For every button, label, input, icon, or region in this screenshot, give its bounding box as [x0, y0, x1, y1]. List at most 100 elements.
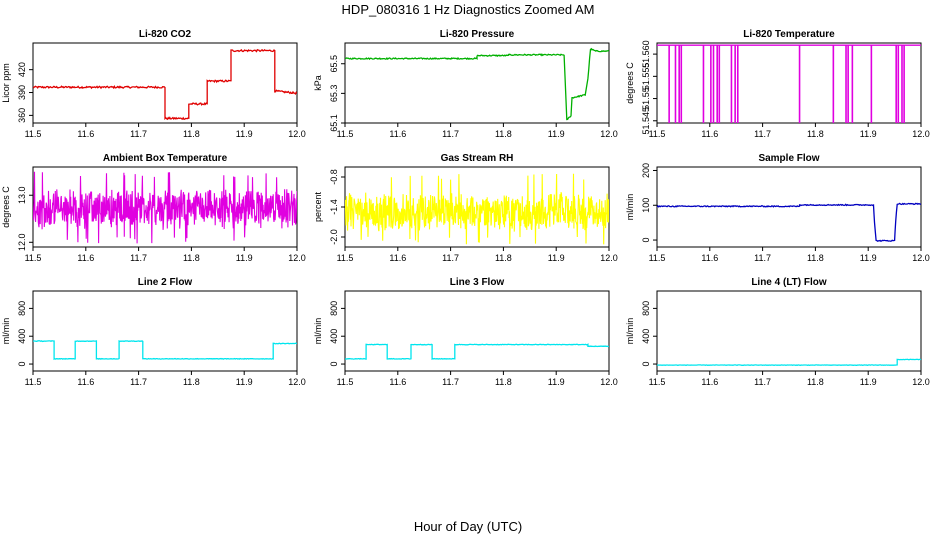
data-layer: [657, 358, 921, 367]
panel-3: Li-820 Temperature degrees C 11.5 11.6 11.7 1…: [625, 29, 930, 139]
plot-frame: [656, 166, 922, 248]
figure-xlabel: Hour of Day (UTC): [414, 519, 522, 534]
x-tick-label: 11.9: [236, 377, 253, 387]
x-tick-label: 12.0: [912, 253, 930, 263]
x-tick-label: 11.7: [442, 253, 459, 263]
plot-frame: [656, 42, 922, 124]
series-line: [345, 47, 609, 121]
data-layer: [33, 340, 297, 361]
y-tick-label: 360: [17, 108, 27, 123]
x-tick-label: 11.7: [442, 377, 459, 387]
y-tick-label: 400: [17, 329, 27, 344]
y-tick-label: 400: [641, 329, 651, 344]
x-tick-label: 12.0: [912, 129, 930, 139]
x-tick-label: 11.7: [754, 253, 771, 263]
x-tick-label: 11.7: [754, 377, 771, 387]
y-tick-label: 420: [17, 62, 27, 77]
x-tick-label: 11.9: [548, 129, 565, 139]
plot-frame: [344, 42, 610, 124]
plot-frame: [344, 290, 610, 372]
x-tick-label: 11.8: [183, 253, 200, 263]
x-tick-label: 11.5: [337, 129, 354, 139]
series-line: [657, 202, 921, 242]
x-tick-label: 11.7: [754, 129, 771, 139]
x-tick-label: 11.6: [77, 129, 94, 139]
y-axis-label: ml/min: [625, 194, 635, 221]
panel-9: Line 4 (LT) Flow ml/min 11.5 11.6 11.7 11.8 11…: [625, 277, 930, 387]
panel-7: Line 2 Flow ml/min 11.5 11.6 11.7 11.8 11.9 12.…: [1, 277, 306, 387]
x-tick-label: 11.9: [236, 129, 253, 139]
panel-title: Li-820 Pressure: [440, 29, 515, 40]
x-tick-label: 11.5: [337, 377, 354, 387]
y-tick-label: 12.0: [17, 234, 27, 252]
y-tick-label: 390: [17, 85, 27, 100]
x-tick-label: 11.9: [860, 129, 877, 139]
x-tick-label: 11.5: [649, 377, 666, 387]
x-tick-label: 12.0: [912, 377, 930, 387]
x-tick-label: 11.6: [701, 253, 718, 263]
y-axis-label: percent: [313, 191, 323, 222]
x-tick-label: 12.0: [288, 377, 306, 387]
x-tick-label: 12.0: [600, 377, 618, 387]
panel-title: Sample Flow: [758, 153, 819, 164]
y-tick-label: 65.5: [329, 55, 339, 73]
y-axis-label: ml/min: [313, 318, 323, 345]
x-tick-label: 11.9: [548, 253, 565, 263]
x-tick-label: 12.0: [600, 253, 618, 263]
y-tick-label: 51.545: [641, 107, 651, 135]
panel-6: Sample Flow ml/min 11.5 11.6 11.7 11.8 11.9 12.…: [625, 153, 930, 263]
x-tick-label: 11.9: [860, 377, 877, 387]
x-tick-label: 11.5: [25, 253, 42, 263]
panel-8: Line 3 Flow ml/min 11.5 11.6 11.7 11.8 11.9 12.…: [313, 277, 618, 387]
y-axis-label: ml/min: [1, 318, 11, 345]
y-axis-label: ml/min: [625, 318, 635, 345]
plot-frame: [32, 42, 298, 124]
x-tick-label: 11.6: [77, 253, 94, 263]
x-tick-label: 11.7: [130, 377, 147, 387]
x-tick-label: 11.6: [389, 253, 406, 263]
y-tick-label: 51.55: [641, 87, 651, 110]
plot-frame: [32, 290, 298, 372]
y-tick-label: -1.4: [329, 199, 339, 215]
y-tick-label: 400: [329, 329, 339, 344]
y-tick-label: 800: [17, 301, 27, 316]
panel-title: Li-820 CO2: [139, 29, 192, 40]
data-layer: [345, 47, 609, 121]
series-line: [657, 358, 921, 367]
x-tick-label: 11.8: [807, 253, 824, 263]
series-line: [345, 343, 609, 360]
x-tick-label: 11.6: [389, 377, 406, 387]
y-tick-label: 800: [641, 301, 651, 316]
x-tick-label: 11.9: [236, 253, 253, 263]
y-tick-label: 100: [641, 198, 651, 213]
data-layer: [33, 48, 297, 121]
x-tick-label: 11.9: [548, 377, 565, 387]
data-layer: [657, 44, 921, 123]
x-tick-label: 11.8: [807, 377, 824, 387]
panel-title: Line 2 Flow: [138, 277, 193, 288]
panel-4: Ambient Box Temperature degrees C 11.5 11.6…: [1, 153, 306, 263]
figure-title: HDP_080316 1 Hz Diagnostics Zoomed AM: [342, 2, 595, 17]
y-tick-label: -0.8: [329, 169, 339, 185]
panel-title: Line 4 (LT) Flow: [751, 277, 827, 288]
x-tick-label: 11.5: [649, 129, 666, 139]
y-axis-label: degrees C: [1, 186, 11, 228]
data-layer: [345, 343, 609, 360]
y-tick-label: 51.560: [641, 40, 651, 68]
y-tick-label: -2.0: [329, 229, 339, 245]
x-tick-label: 11.7: [130, 253, 147, 263]
x-tick-label: 11.5: [25, 129, 42, 139]
y-axis-label: Licor ppm: [1, 63, 11, 103]
panel-1: Li-820 CO2 Licor ppm 11.5 11.6 11.7 11.8 11.9 1…: [1, 29, 306, 139]
x-tick-label: 11.8: [495, 377, 512, 387]
data-layer: [657, 202, 921, 242]
panel-title: Line 3 Flow: [450, 277, 505, 288]
x-tick-label: 11.5: [25, 377, 42, 387]
y-tick-label: 0: [641, 362, 651, 367]
x-tick-label: 11.5: [649, 253, 666, 263]
x-tick-label: 11.6: [701, 377, 718, 387]
y-tick-label: 0: [17, 362, 27, 367]
x-tick-label: 11.6: [77, 377, 94, 387]
x-tick-label: 11.5: [337, 253, 354, 263]
